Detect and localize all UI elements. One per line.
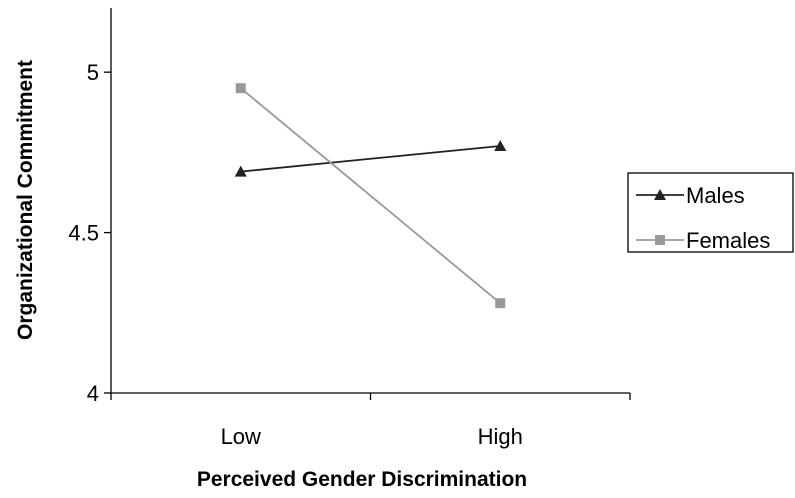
legend: Males Females: [627, 172, 794, 253]
data-point-males: [234, 165, 247, 177]
x-tick-label: Low: [221, 424, 261, 449]
x-axis-ticks: Low High: [110, 393, 631, 449]
data-point-females: [495, 298, 506, 309]
y-axis-ticks: 44.55: [68, 60, 111, 406]
x-tick-label: High: [478, 424, 523, 449]
legend-label-females: Females: [686, 228, 770, 253]
y-tick-label: 4: [87, 381, 99, 406]
series-line-females: [240, 87, 501, 304]
legend-marker-females: [655, 235, 665, 245]
legend-marker-males: [654, 189, 666, 200]
legend-label-males: Males: [686, 183, 745, 208]
y-tick-label: 5: [87, 60, 99, 85]
y-axis-title: Organizational Commitment: [14, 60, 37, 340]
legend-item-males: Males: [636, 183, 745, 208]
data-point-males: [494, 139, 507, 151]
data-point-females: [235, 83, 246, 94]
series-line-males: [240, 145, 501, 173]
y-tick-label: 4.5: [68, 221, 99, 246]
legend-item-females: Females: [636, 228, 770, 253]
x-axis-title: Perceived Gender Discrimination: [197, 468, 527, 491]
series-layer: [234, 83, 507, 309]
